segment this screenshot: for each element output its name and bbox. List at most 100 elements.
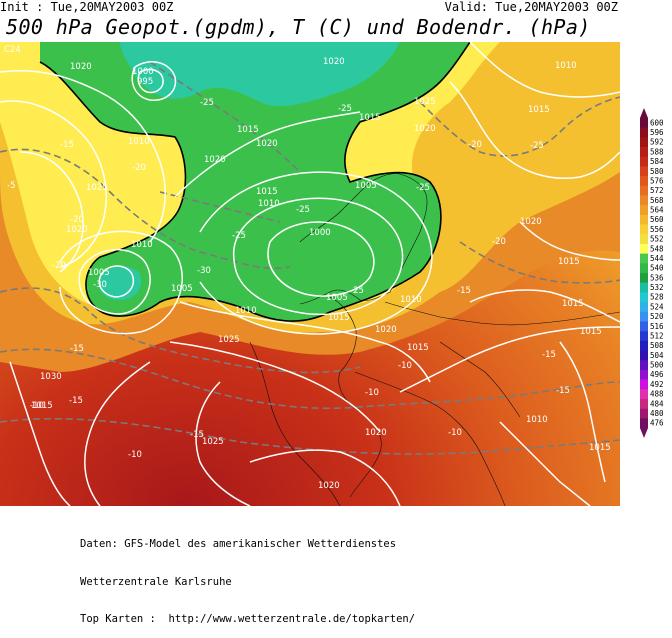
- map-label: 1020: [414, 124, 436, 134]
- map-label: 1020: [318, 481, 340, 491]
- legend-tick-label: 600: [650, 118, 664, 127]
- legend-swatch: [640, 379, 648, 390]
- legend-swatch: [640, 243, 648, 254]
- legend-tick-label: 536: [650, 273, 664, 282]
- map-label: -5: [7, 181, 15, 191]
- map-label: -15: [70, 344, 84, 354]
- legend-swatch: [640, 282, 648, 293]
- legend-tick-label: 516: [650, 322, 664, 331]
- map-label: -15: [60, 140, 74, 150]
- teal-low-west: [98, 266, 142, 300]
- legend-tick-label: 480: [650, 409, 664, 418]
- map-label: 1015: [562, 299, 584, 309]
- map-label: 1005: [88, 268, 110, 278]
- map-label: -20: [468, 140, 482, 150]
- legend-swatch: [640, 224, 648, 235]
- legend-swatch: [640, 147, 648, 158]
- map-label: 1015: [558, 257, 580, 267]
- legend-swatch: [640, 321, 648, 332]
- legend-swatch: [640, 156, 648, 167]
- legend-swatch: [640, 166, 648, 177]
- map-label: 1020: [520, 217, 542, 227]
- legend-swatch: [640, 137, 648, 148]
- legend-swatch: [640, 205, 648, 216]
- legend-tick-label: 552: [650, 235, 664, 244]
- map-label: 1015: [407, 343, 429, 353]
- legend-swatch: [640, 253, 648, 264]
- map-label: 1010: [131, 240, 153, 250]
- legend-tick-label: 592: [650, 138, 664, 147]
- footer-line-data: Daten: GFS-Model des amerikanischer Wett…: [80, 538, 397, 550]
- isobars: [0, 42, 620, 506]
- legend-tick-label: 528: [650, 293, 664, 302]
- map-label: 1010: [128, 137, 150, 147]
- map-label: 1020: [70, 62, 92, 72]
- legend-tick-label: 548: [650, 244, 664, 253]
- legend-swatch: [640, 292, 648, 303]
- legend-swatch: [640, 340, 648, 351]
- map-label: -15: [457, 286, 471, 296]
- legend-swatch: [640, 302, 648, 313]
- legend-tick-label: 488: [650, 390, 664, 399]
- map-label: 1015: [31, 401, 53, 411]
- legend-tick-label: 500: [650, 361, 664, 370]
- map-label: -10: [128, 450, 142, 460]
- valid-time: Valid: Tue,20MAY2003 00Z: [444, 0, 618, 14]
- map-label: 1015: [237, 125, 259, 135]
- map-label: -15: [556, 386, 570, 396]
- map-label: 1015: [589, 443, 611, 453]
- map-label: 1020: [365, 428, 387, 438]
- color-legend: 6005965925885845805765725685645605565525…: [640, 108, 664, 438]
- green-cold-region: [40, 42, 470, 322]
- legend-tick-label: 580: [650, 167, 664, 176]
- data-source-footer: Daten: GFS-Model des amerikanischer Wett…: [80, 513, 415, 638]
- green-boundary: [39, 42, 471, 322]
- legend-swatch: [640, 360, 648, 371]
- map-label: 1025: [202, 437, 224, 447]
- legend-tick-label: 492: [650, 380, 664, 389]
- map-label: 1020: [375, 325, 397, 335]
- map-label: 1025: [218, 335, 240, 345]
- map-label: -25: [232, 231, 246, 241]
- map-label: 1000: [309, 228, 331, 238]
- map-label: -15: [69, 396, 83, 406]
- legend-tick-label: 512: [650, 331, 664, 340]
- legend-swatch: [640, 263, 648, 274]
- legend-tick-label: 508: [650, 341, 664, 350]
- map-label: -30: [93, 280, 107, 290]
- legend-swatch: [640, 273, 648, 283]
- legend-tick-label: 544: [650, 254, 664, 263]
- map-label: 1010: [400, 295, 422, 305]
- legend-tick-label: 476: [650, 419, 664, 428]
- map-label: 1005: [326, 293, 348, 303]
- map-label: -25: [338, 104, 352, 114]
- map-label: 1010: [526, 415, 548, 425]
- map-label: 1015: [528, 105, 550, 115]
- map-label: 995: [137, 77, 153, 87]
- map-label: 1015: [256, 187, 278, 197]
- map-label: 1020: [66, 225, 88, 235]
- legend-tick-label: 496: [650, 370, 664, 379]
- legend-swatch: [640, 369, 648, 380]
- map-title: 500 hPa Geopot.(gpdm), T (C) und Bodendr…: [6, 15, 591, 39]
- footer-line-link: Top Karten : http://www.wetterzentrale.d…: [80, 613, 416, 625]
- map-label: -25: [200, 98, 214, 108]
- map-label: -10: [30, 401, 44, 411]
- legend-tick-label: 568: [650, 196, 664, 205]
- legend-tick-label: 564: [650, 206, 664, 215]
- legend-tick-label: 556: [650, 225, 664, 234]
- legend-swatch: [640, 418, 648, 429]
- legend-tick-label: 504: [650, 351, 664, 360]
- map-label: 1005: [171, 284, 193, 294]
- legend-tick-label: 520: [650, 312, 664, 321]
- legend-swatch: [640, 331, 648, 342]
- footer-line-org: Wetterzentrale Karlsruhe: [80, 575, 232, 588]
- map-labels: C24 1020 1000 995 1020 1010 1025 1015 10…: [4, 45, 611, 491]
- legend-tick-label: 484: [650, 399, 664, 408]
- map-label: 1020: [204, 155, 226, 165]
- map-label: -15: [542, 350, 556, 360]
- map-label: -10: [448, 428, 462, 438]
- map-label: 1010: [258, 199, 280, 209]
- map-label: 1005: [355, 181, 377, 191]
- legend-tick-label: 572: [650, 186, 664, 195]
